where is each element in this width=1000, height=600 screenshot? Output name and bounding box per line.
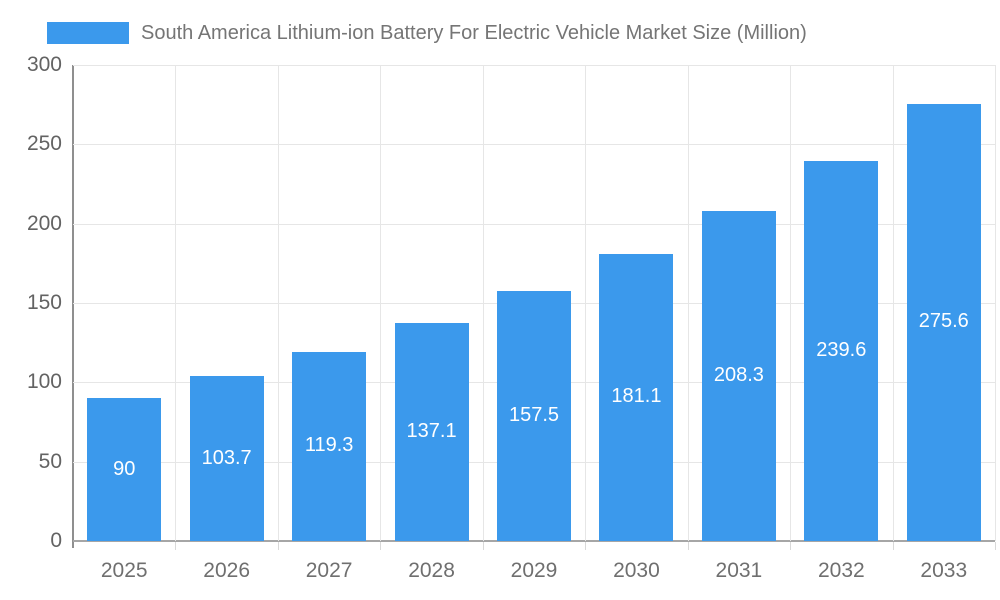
x-tick-label-2025: 2025: [100, 559, 148, 582]
horizontal-gridline: [73, 223, 995, 225]
bar-value-label: 103.7: [201, 446, 252, 469]
bar-value-label: 181.1: [611, 385, 662, 408]
y-axis-line: [72, 65, 74, 548]
bar-2029[interactable]: 157.5: [497, 291, 571, 541]
legend-swatch: [47, 22, 129, 44]
vertical-gridline: [380, 65, 381, 541]
x-axis-tick: [380, 542, 381, 550]
x-tick-label-2033: 2033: [920, 559, 968, 582]
y-tick-label: 50: [38, 449, 62, 473]
bar-value-label: 119.3: [304, 434, 354, 457]
vertical-gridline: [790, 65, 791, 541]
horizontal-gridline: [73, 65, 995, 66]
y-tick-label: 200: [26, 211, 62, 235]
vertical-gridline: [688, 65, 689, 541]
y-tick-label: 150: [26, 291, 62, 314]
bar-2033[interactable]: 275.6: [906, 103, 981, 541]
bar-2030[interactable]: 181.1: [599, 253, 674, 541]
vertical-gridline: [995, 65, 996, 541]
bar-2026[interactable]: 103.7: [189, 376, 264, 541]
bar-2025[interactable]: 90: [87, 398, 162, 541]
bar-value-label: 239.6: [816, 338, 867, 361]
bar-value-label: 275.6: [918, 310, 969, 333]
x-tick-label-2030: 2030: [613, 559, 660, 582]
bar-2028[interactable]: 137.1: [394, 323, 469, 541]
legend[interactable]: South America Lithium-ion Battery For El…: [47, 20, 807, 46]
x-axis-tick: [688, 542, 689, 550]
x-axis-tick: [995, 542, 996, 550]
vertical-gridline: [893, 65, 894, 541]
horizontal-gridline: [73, 144, 995, 146]
bar-value-label: 90: [113, 457, 136, 480]
x-axis-tick: [893, 542, 894, 550]
y-tick-label: 0: [50, 529, 62, 552]
x-axis-tick: [175, 542, 176, 550]
vertical-gridline: [585, 65, 586, 541]
bar-value-label: 137.1: [406, 420, 457, 443]
x-tick-label-2031: 2031: [715, 559, 763, 582]
bar-value-label: 208.3: [713, 363, 764, 386]
chart-title: South America Lithium-ion Battery For El…: [141, 21, 807, 44]
y-tick-label: 300: [26, 53, 62, 76]
vertical-gridline: [175, 65, 176, 541]
bar-2031[interactable]: 208.3: [701, 210, 776, 541]
x-tick-label-2027: 2027: [305, 559, 353, 582]
bar-2027[interactable]: 119.3: [292, 351, 367, 541]
x-axis-tick: [278, 542, 279, 550]
bar-2032[interactable]: 239.6: [804, 160, 879, 541]
bar-value-label: 157.5: [508, 404, 560, 427]
y-tick-label: 100: [26, 370, 62, 394]
x-axis-tick: [483, 542, 484, 550]
x-tick-label-2028: 2028: [408, 559, 455, 582]
vertical-gridline: [483, 65, 484, 541]
x-tick-label-2029: 2029: [510, 559, 558, 582]
x-axis-baseline: [73, 540, 995, 542]
plot-area: 90 103.7 119.3 137.1 157.5 181.1 208.3 239.6 275…: [72, 65, 996, 550]
x-tick-label-2026: 2026: [203, 559, 251, 582]
x-tick-label-2032: 2032: [817, 559, 865, 582]
vertical-gridline: [278, 65, 279, 541]
x-axis-tick: [790, 542, 791, 550]
y-tick-label: 250: [26, 132, 62, 156]
x-axis-tick: [585, 542, 586, 550]
